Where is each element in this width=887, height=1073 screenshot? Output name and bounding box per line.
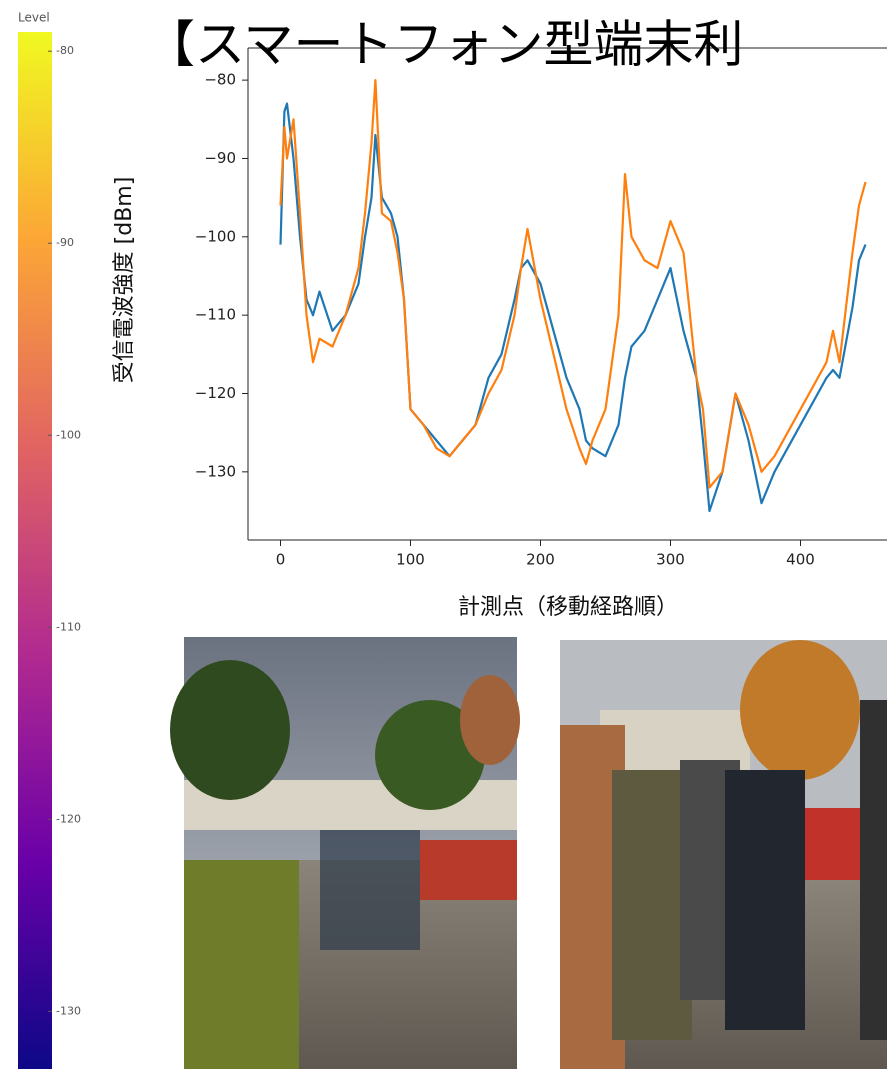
colorbar: [18, 32, 52, 1069]
x-tick-label: 300: [656, 551, 685, 569]
y-tick-label: −120: [195, 384, 236, 402]
x-tick-label: 0: [276, 551, 286, 569]
y-axis-label: 受信電波強度 [dBm]: [112, 177, 137, 384]
photo-left: [170, 637, 520, 1069]
colorbar-tick-label: -90: [56, 236, 74, 249]
x-tick-label: 400: [786, 551, 815, 569]
y-tick-label: −130: [195, 462, 236, 480]
x-axis-label: 計測点（移動経路順）: [458, 595, 678, 620]
colorbar-title: Level: [18, 11, 50, 25]
page: Level -130 -120 -110 -100 -90 -80 −130 −120 −110 −…: [0, 0, 887, 1069]
colorbar-tick-label: -130: [56, 1004, 81, 1017]
x-tick-label: 200: [526, 551, 555, 569]
colorbar-tick-label: -80: [56, 44, 74, 57]
chart-title: 【スマートフォン型端末利: [145, 16, 744, 74]
photo-right: [560, 640, 887, 1069]
slide: Level -130 -120 -110 -100 -90 -80 −130 −120 −110 −…: [0, 0, 887, 1069]
colorbar-tick-label: -110: [56, 620, 81, 633]
colorbar-tick-label: -100: [56, 428, 81, 441]
y-tick-label: −90: [204, 149, 236, 167]
series-line: [281, 80, 866, 487]
y-tick-label: −110: [195, 306, 236, 324]
x-tick-label: 100: [396, 551, 425, 569]
y-tick-label: −100: [195, 227, 236, 245]
colorbar-tick-label: -120: [56, 812, 81, 825]
